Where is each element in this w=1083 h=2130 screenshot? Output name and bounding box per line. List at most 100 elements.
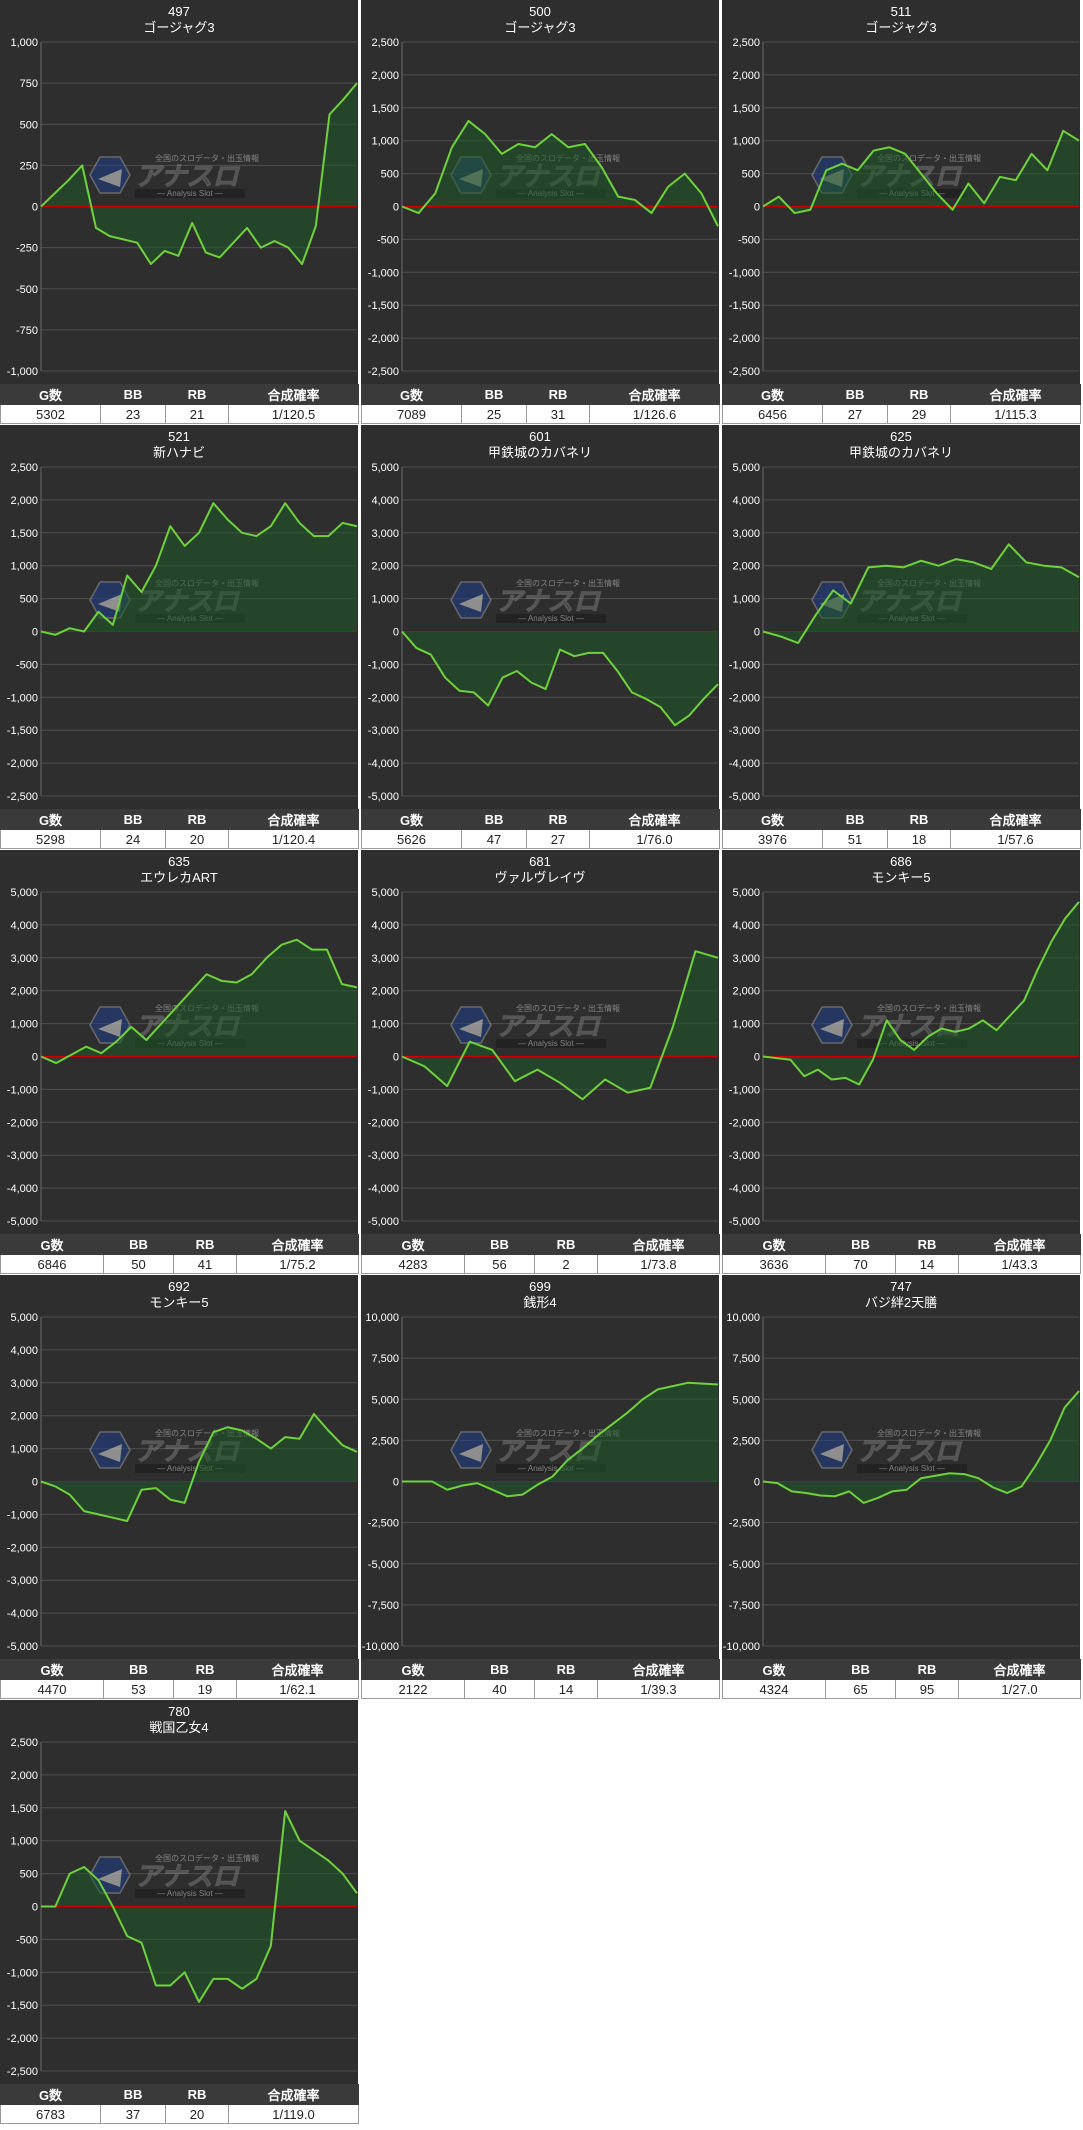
machine-number: 521	[168, 429, 190, 444]
stats-value-cell: 6456	[722, 404, 823, 424]
stats-value-cell: 3636	[722, 1254, 826, 1274]
stats-value-cell: 1/39.3	[597, 1679, 720, 1699]
y-tick-label: -1,000	[7, 692, 38, 704]
y-tick-label: 1,000	[732, 1019, 760, 1031]
y-tick-label: 1,000	[371, 136, 399, 148]
y-tick-label: 2,500	[732, 1435, 760, 1447]
stats-header-cell: 合成確率	[589, 384, 720, 405]
stats-header-cell: 合成確率	[958, 1234, 1081, 1255]
y-tick-label: 1,500	[732, 103, 760, 115]
y-tick-label: -2,000	[7, 2033, 38, 2045]
y-tick-label: -2,000	[368, 1117, 399, 1129]
y-tick-label: -4,000	[368, 1183, 399, 1195]
y-tick-label: 2,000	[371, 561, 399, 573]
machine-number: 692	[168, 1279, 190, 1294]
y-tick-label: -1,000	[7, 1967, 38, 1979]
y-tick-label: -7,500	[368, 1600, 399, 1612]
chart-panel: 2,500 2,000 1,500 1,000 500 0 -500 -1,000 -1,500…	[722, 0, 1081, 425]
y-tick-label: -3,000	[729, 725, 760, 737]
machine-number: 497	[168, 4, 190, 19]
y-tick-label: 2,000	[10, 1411, 38, 1423]
y-tick-label: 5,000	[371, 462, 399, 474]
area-fill	[763, 1391, 1079, 1503]
y-tick-label: 2,000	[732, 70, 760, 82]
y-tick-label: 0	[393, 202, 399, 214]
svg-text:全国のスロデータ・出玉情報: 全国のスロデータ・出玉情報	[516, 1003, 620, 1013]
y-tick-label: 5,000	[732, 462, 760, 474]
y-tick-label: 5,000	[732, 1394, 760, 1406]
y-tick-label: 2,000	[371, 986, 399, 998]
y-tick-label: -1,000	[7, 1084, 38, 1096]
y-tick-label: -5,000	[729, 791, 760, 803]
line-chart: 1,000 750 500 250 0 -250 -500 -750 -1,000 アナスロ全国の…	[7, 37, 358, 378]
series-line	[40, 938, 358, 1065]
y-tick-label: 3,000	[371, 528, 399, 540]
plot-area: 5,000 4,000 3,000 2,000 1,000 0 -1,000 -2,000 -3…	[722, 425, 1080, 809]
series-line	[762, 543, 1080, 645]
stats-header-cell: RB	[173, 1234, 237, 1255]
chart-panel: 5,000 4,000 3,000 2,000 1,000 0 -1,000 -2,000 -3…	[0, 850, 359, 1275]
stats-value-cell: 1/75.2	[236, 1254, 359, 1274]
y-tick-label: 10,000	[726, 1312, 760, 1324]
y-tick-label: 2,000	[10, 1770, 38, 1782]
svg-text:― Analysis Slot ―: ― Analysis Slot ―	[157, 1889, 223, 1898]
y-tick-label: -750	[16, 325, 38, 337]
line-chart: 10,000 7,500 5,000 2,500 0 -2,500 -5,000 -7,500…	[723, 1312, 1080, 1653]
y-tick-label: 750	[20, 78, 38, 90]
stats-value-cell: 4324	[722, 1679, 826, 1699]
stats-header-cell: 合成確率	[228, 2084, 359, 2105]
y-tick-label: 10,000	[365, 1312, 399, 1324]
stats-header-cell: 合成確率	[228, 384, 359, 405]
y-tick-label: 2,000	[10, 495, 38, 507]
y-tick-label: 5,000	[10, 1312, 38, 1324]
svg-text:アナスロ: アナスロ	[135, 161, 240, 191]
y-tick-label: 5,000	[371, 1394, 399, 1406]
stats-value-cell: 6783	[0, 2104, 101, 2124]
y-tick-label: -3,000	[7, 1150, 38, 1162]
plot-area: 5,000 4,000 3,000 2,000 1,000 0 -1,000 -2,000 -3…	[361, 425, 719, 809]
plot-area: 5,000 4,000 3,000 2,000 1,000 0 -1,000 -2,000 -3…	[0, 850, 358, 1234]
stats-value-cell: 29	[887, 404, 951, 424]
stats-value-cell: 51	[822, 829, 888, 849]
stats-header-cell: BB	[461, 809, 527, 830]
plot-area: 5,000 4,000 3,000 2,000 1,000 0 -1,000 -2,000 -3…	[361, 850, 719, 1234]
line-chart: 5,000 4,000 3,000 2,000 1,000 0 -1,000 -2,000 -3…	[729, 887, 1080, 1228]
y-tick-label: -2,000	[368, 333, 399, 345]
y-tick-label: 4,000	[732, 920, 760, 932]
svg-text:― Analysis Slot ―: ― Analysis Slot ―	[157, 189, 223, 198]
y-tick-label: -10,000	[723, 1641, 760, 1653]
stats-table: G数 BB RB 合成確率 4283 56 2 1/73.8	[361, 1234, 720, 1274]
stats-value-cell: 1/120.4	[228, 829, 359, 849]
machine-number: 681	[529, 854, 551, 869]
stats-table: G数 BB RB 合成確率 7089 25 31 1/126.6	[361, 384, 720, 424]
stats-header-cell: G数	[0, 809, 101, 830]
machine-name: 甲鉄城のカバネリ	[848, 445, 953, 460]
y-tick-label: 500	[20, 119, 38, 131]
machine-name: 甲鉄城のカバネリ	[487, 445, 592, 460]
y-tick-label: 0	[754, 627, 760, 639]
machine-name: エウレカART	[140, 870, 218, 885]
y-tick-label: 0	[754, 1052, 760, 1064]
y-tick-label: -7,500	[729, 1600, 760, 1612]
y-tick-label: 500	[381, 169, 399, 181]
y-tick-label: 4,000	[371, 920, 399, 932]
area-fill	[41, 503, 357, 635]
y-tick-label: 1,000	[10, 561, 38, 573]
line-chart: 2,500 2,000 1,500 1,000 500 0 -500 -1,000 -1,500…	[729, 37, 1080, 378]
stats-header-cell: RB	[165, 809, 229, 830]
y-tick-label: -5,000	[729, 1559, 760, 1571]
y-tick-label: -2,500	[7, 791, 38, 803]
stats-value-cell: 25	[461, 404, 527, 424]
series-line	[401, 950, 719, 1101]
stats-header-cell: RB	[534, 1234, 598, 1255]
stats-header-cell: RB	[887, 809, 951, 830]
y-tick-label: -1,000	[7, 1509, 38, 1521]
stats-header-cell: G数	[0, 1659, 104, 1680]
line-chart: 10,000 7,500 5,000 2,500 0 -2,500 -5,000 -7,500…	[362, 1312, 719, 1653]
svg-text:アナスロ: アナスロ	[857, 1436, 962, 1466]
machine-name: バジ絆2天膳	[864, 1295, 938, 1310]
y-tick-label: -1,000	[729, 1084, 760, 1096]
y-tick-label: 2,000	[371, 70, 399, 82]
area-fill	[402, 1382, 718, 1497]
plot-area: 10,000 7,500 5,000 2,500 0 -2,500 -5,000 -7,500…	[361, 1275, 719, 1659]
